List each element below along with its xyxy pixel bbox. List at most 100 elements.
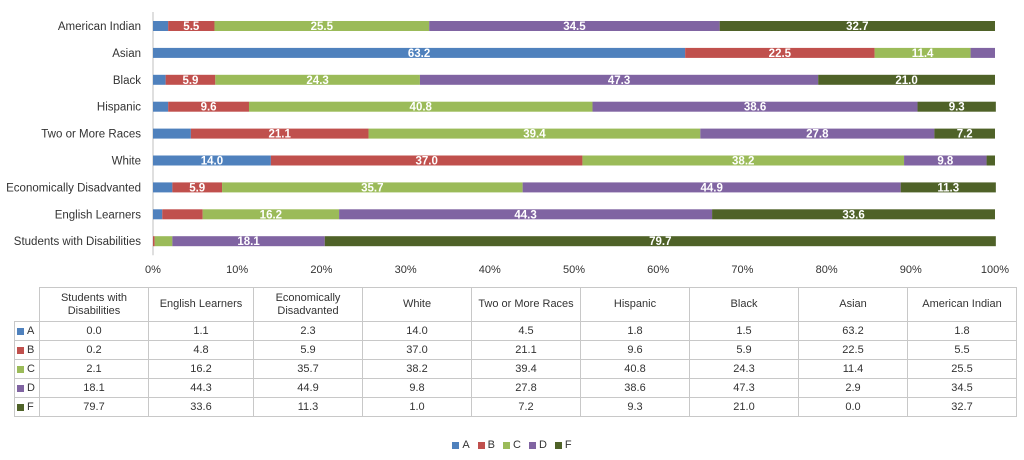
x-tick-label: 90% xyxy=(900,264,922,276)
table-cell: 5.9 xyxy=(253,340,363,360)
category-label: Students with Disabilities xyxy=(14,236,141,248)
table-cell: 63.2 xyxy=(798,321,908,341)
table-cell: 2.3 xyxy=(253,321,363,341)
x-tick-label: 0% xyxy=(145,264,161,276)
table-column-header: White xyxy=(362,287,472,322)
table-row-label: A xyxy=(27,325,35,337)
bar-segment-a xyxy=(153,47,686,58)
table-cell: 44.9 xyxy=(253,378,363,398)
bar-segment-b xyxy=(162,209,203,220)
bar-segment-d xyxy=(700,128,935,139)
bar-segment-a xyxy=(153,21,169,31)
bar-segment-f xyxy=(719,21,995,31)
legend-label: C xyxy=(513,439,521,451)
table-cell: 7.2 xyxy=(471,397,581,417)
table-cell: 18.1 xyxy=(39,378,149,398)
table-cell: 24.3 xyxy=(689,359,799,379)
bar-data-label: 5.5 xyxy=(183,21,200,33)
table-column-header: American Indian xyxy=(907,287,1017,322)
table-column-header: English Learners xyxy=(148,287,254,322)
bar-segment-d xyxy=(592,101,918,112)
category-label: American Indian xyxy=(58,21,141,33)
bar-data-label: 79.7 xyxy=(649,236,671,248)
bar-segment-f xyxy=(917,101,996,112)
bar-data-label: 22.5 xyxy=(769,48,792,60)
bar-segment-c xyxy=(222,182,523,193)
legend-item: A xyxy=(452,439,470,451)
table-cell: 11.4 xyxy=(798,359,908,379)
bar-segment-f xyxy=(712,209,995,220)
bar-segment-d xyxy=(904,155,987,166)
category-label: Economically Disadvanted xyxy=(6,182,141,194)
bar-data-label: 14.0 xyxy=(201,156,223,168)
bar-data-label: 7.2 xyxy=(957,129,973,141)
bar-segment-b xyxy=(270,155,583,166)
data-table: Students with Disabilities English Learne… xyxy=(14,287,1017,417)
legend-label: D xyxy=(538,439,547,451)
bar-segment-d xyxy=(339,209,713,220)
bar-data-label: 32.7 xyxy=(846,21,868,33)
bar-data-label: 33.6 xyxy=(842,209,864,221)
bar-segment-b xyxy=(168,21,215,31)
legend-label: B xyxy=(487,439,496,451)
bar-segment-a xyxy=(153,74,166,85)
series-swatch xyxy=(17,384,24,392)
legend-swatch xyxy=(503,441,511,449)
table-row: F 79.7 33.6 11.3 1.0 7.2 9.3 21.0 0.0 32.7 xyxy=(14,397,1017,417)
table-cell: 1.1 xyxy=(148,321,254,341)
bar-segment-a xyxy=(153,101,169,112)
bar-segment-d xyxy=(522,182,901,193)
table-cell: 38.2 xyxy=(362,359,472,379)
table-cell: 9.8 xyxy=(362,378,472,398)
legend-label: F xyxy=(564,439,572,451)
table-row: D 18.1 44.3 44.9 9.8 27.8 38.6 47.3 2.9 34.5 xyxy=(14,378,1017,398)
bar-data-label: 25.5 xyxy=(311,21,334,33)
category-label: Black xyxy=(113,75,141,87)
bar-segment-d xyxy=(419,74,819,85)
bar-data-label: 18.1 xyxy=(237,236,260,248)
table-row-header: F xyxy=(14,397,40,417)
x-tick-label: 100% xyxy=(981,264,1009,276)
bar-segment-f xyxy=(900,182,996,193)
bar-data-label: 16.2 xyxy=(260,209,282,221)
legend-item: F xyxy=(554,439,572,451)
bar-segment-f xyxy=(986,155,995,166)
legend-item: B xyxy=(477,439,496,451)
category-label: English Learners xyxy=(55,209,142,221)
table-cell: 1.0 xyxy=(362,397,472,417)
bar-segment-b xyxy=(685,47,875,58)
x-tick-label: 20% xyxy=(310,264,332,276)
x-tick-label: 50% xyxy=(563,264,585,276)
x-tick-label: 30% xyxy=(395,264,417,276)
category-label: Asian xyxy=(112,48,141,60)
bar-segment-c xyxy=(874,47,971,58)
table-column-header: Two or More Races xyxy=(471,287,581,322)
table-cell: 39.4 xyxy=(471,359,581,379)
legend-swatch xyxy=(554,441,562,449)
table-row-header: B xyxy=(14,340,40,360)
bar-data-label: 9.6 xyxy=(201,102,217,114)
legend-swatch xyxy=(528,441,536,449)
table-cell: 22.5 xyxy=(798,340,908,360)
legend-item: D xyxy=(528,439,547,451)
category-label: Hispanic xyxy=(97,102,141,114)
bar-data-label: 27.8 xyxy=(806,129,829,141)
table-column-header: Students with Disabilities xyxy=(39,287,149,322)
table-cell: 4.8 xyxy=(148,340,254,360)
table-column-header: Hispanic xyxy=(580,287,690,322)
table-cell: 4.5 xyxy=(471,321,581,341)
bar-data-label: 38.6 xyxy=(744,102,766,114)
bar-data-label: 24.3 xyxy=(306,75,328,87)
bar-segment-b xyxy=(190,128,369,139)
bar-data-label: 21.1 xyxy=(269,129,292,141)
bar-data-label: 39.4 xyxy=(523,129,546,141)
bar-segment-f xyxy=(934,128,995,139)
table-cell: 21.0 xyxy=(689,397,799,417)
table-row-label: D xyxy=(27,382,35,394)
bar-data-label: 35.7 xyxy=(361,182,383,194)
legend-swatch xyxy=(452,441,460,449)
bar-segment-a xyxy=(153,182,173,193)
series-swatch xyxy=(17,365,24,373)
bar-data-label: 44.3 xyxy=(514,209,536,221)
category-label: White xyxy=(112,156,141,168)
